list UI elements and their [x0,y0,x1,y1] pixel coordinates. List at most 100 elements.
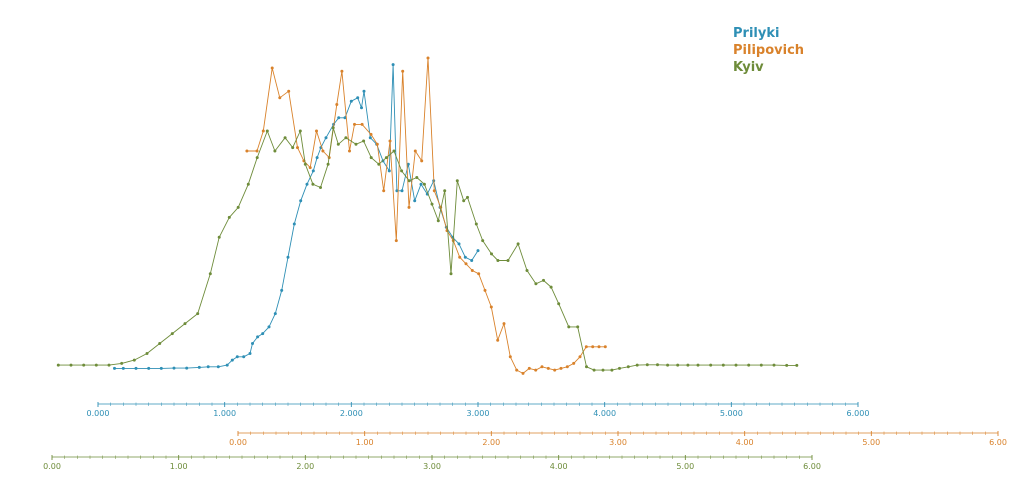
data-point [185,366,189,370]
tick-label: 4.00 [550,462,568,471]
data-point [415,176,419,179]
data-point [56,363,60,367]
data-point [458,255,462,259]
data-point [368,136,372,140]
tick-label: 4.00 [736,438,754,447]
legend: Prilyki Pilipovich Kyiv [733,26,804,75]
data-point [251,342,254,345]
data-point [286,255,290,259]
data-point [384,156,388,160]
data-point [387,169,391,173]
data-point [311,182,315,186]
tick-label: 1.00 [170,462,188,471]
data-point [476,249,480,253]
data-point [406,162,410,166]
data-point [265,129,269,133]
data-point [436,219,440,223]
data-point [225,363,229,367]
data-point [158,342,162,345]
data-point [298,129,302,133]
data-point [645,363,649,367]
data-point [273,149,277,153]
data-point [278,96,282,100]
data-point [273,312,277,316]
data-point [159,366,163,370]
data-point [534,368,538,372]
data-point [296,146,299,150]
data-point [546,366,550,370]
data-point [795,363,799,367]
data-point [69,363,73,367]
data-point [618,366,621,370]
data-point [490,252,493,256]
legend-label-pilipovich: Pilipovich [733,43,804,58]
data-point [315,129,318,133]
data-point [496,259,500,262]
data-point [443,189,447,193]
tick-label: 1.000 [213,409,236,418]
series-line-pilipovich [246,57,606,374]
data-point [299,199,303,203]
data-point [245,149,249,153]
data-point [457,242,461,246]
data-point [242,355,246,359]
data-point [470,269,474,272]
data-point [170,332,174,336]
data-point [400,189,404,193]
data-point [145,352,149,355]
tick-label: 3.000 [467,409,490,418]
data-point [400,169,404,173]
data-point [502,322,506,326]
data-point [394,239,398,243]
data-point [321,149,325,153]
tick-label: 6.000 [847,409,870,418]
data-point [407,179,411,183]
data-point [489,305,493,309]
data-point [603,345,607,349]
data-point [172,366,176,370]
data-point [311,169,315,173]
data-point [772,363,776,367]
data-point [565,365,569,369]
data-point [527,366,531,370]
legend-label-prilyki: Prilyki [733,26,779,41]
data-point [391,63,395,67]
data-point [506,259,510,262]
data-point [466,195,469,199]
data-point [656,363,659,367]
data-point [255,149,259,153]
data-point [463,255,467,259]
data-point [422,182,426,186]
data-point [246,182,250,186]
data-point [449,272,453,276]
data-point [521,371,525,375]
data-point [508,355,512,359]
series-line-prilyki [114,64,479,369]
data-point [121,366,125,370]
data-point [183,322,187,326]
data-point [305,182,309,186]
tick-label: 2.00 [482,438,500,447]
data-point [120,361,124,365]
data-point [216,365,220,369]
tick-label: 2.00 [296,462,314,471]
data-point [388,139,392,143]
data-point [280,288,284,292]
data-point [578,355,582,359]
tick-label: 5.000 [720,409,743,418]
data-point [331,126,335,130]
data-point [261,332,265,336]
data-point [196,312,200,316]
data-point [413,199,417,203]
data-point [134,366,138,370]
data-point [572,361,576,365]
data-point [303,162,307,166]
tick-label: 0.00 [229,438,247,447]
data-point [107,363,111,367]
data-point [315,156,319,160]
data-point [340,69,344,73]
tick-label: 4.000 [593,409,616,418]
tick-label: 0.000 [87,409,110,418]
data-point [255,156,259,160]
data-point [420,159,424,163]
